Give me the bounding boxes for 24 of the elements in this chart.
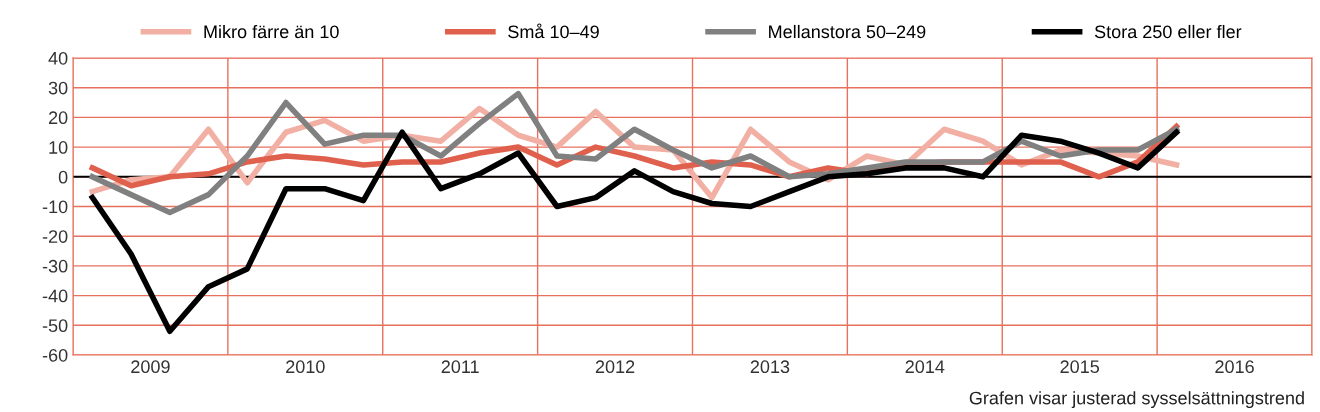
y-tick-label: -20 bbox=[42, 230, 68, 243]
y-tick-label: -40 bbox=[42, 289, 68, 303]
x-tick-label: 2011 bbox=[441, 360, 479, 374]
x-tick-label: 2013 bbox=[750, 360, 790, 374]
legend-label: Mellanstora 50–249 bbox=[769, 24, 926, 39]
legend-label: Mikro färre än 10 bbox=[204, 24, 339, 39]
x-tick-label: 2015 bbox=[1060, 360, 1100, 374]
y-tick-label: 20 bbox=[48, 111, 68, 125]
x-tick-label: 2014 bbox=[905, 360, 945, 374]
y-tick-label: -50 bbox=[42, 319, 68, 333]
x-tick-label: 2009 bbox=[131, 360, 170, 374]
x-tick-label: 2010 bbox=[286, 360, 325, 374]
y-tick-label: -10 bbox=[42, 200, 68, 214]
y-tick-label: -60 bbox=[42, 348, 68, 362]
y-tick-label: 0 bbox=[58, 170, 68, 184]
text: Grafen visar justerad sysselsättningstrend bbox=[969, 391, 1304, 408]
y-tick-label: -30 bbox=[42, 259, 68, 273]
y-tick-label: 10 bbox=[49, 141, 68, 154]
y-tick-label: 40 bbox=[48, 51, 68, 65]
legend-label: Små 10–49 bbox=[508, 23, 599, 39]
x-tick-label: 2012 bbox=[595, 360, 635, 374]
x-tick-label: 2016 bbox=[1215, 360, 1254, 374]
legend-label: Stora 250 eller fler bbox=[1094, 24, 1242, 39]
y-tick-label: 30 bbox=[48, 81, 68, 95]
